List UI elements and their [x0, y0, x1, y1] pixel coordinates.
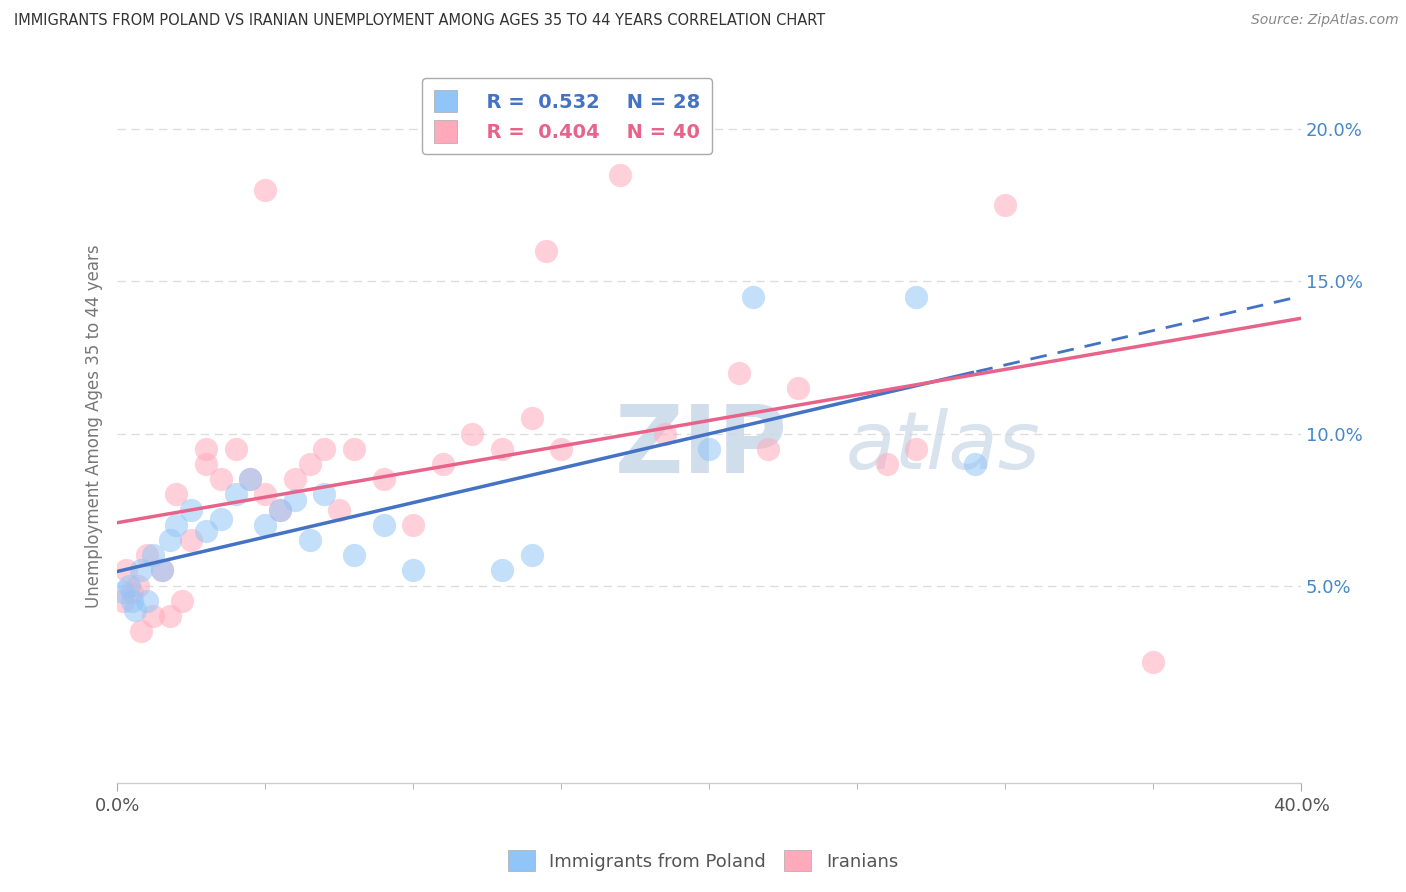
Text: ZIP: ZIP — [614, 401, 787, 493]
Y-axis label: Unemployment Among Ages 35 to 44 years: Unemployment Among Ages 35 to 44 years — [86, 244, 103, 607]
Point — [402, 563, 425, 577]
Point — [609, 168, 631, 182]
Point — [905, 442, 928, 456]
Point — [254, 183, 277, 197]
Point — [343, 442, 366, 456]
Point — [432, 457, 454, 471]
Point — [127, 579, 149, 593]
Point — [142, 609, 165, 624]
Point — [135, 594, 157, 608]
Point — [115, 563, 138, 577]
Point — [756, 442, 779, 456]
Point — [172, 594, 194, 608]
Legend:   R =  0.532    N = 28,   R =  0.404    N = 40: R = 0.532 N = 28, R = 0.404 N = 40 — [422, 78, 711, 154]
Point — [135, 548, 157, 562]
Point — [225, 442, 247, 456]
Point — [343, 548, 366, 562]
Point — [150, 563, 173, 577]
Point — [284, 472, 307, 486]
Point — [225, 487, 247, 501]
Point — [159, 533, 181, 547]
Point — [520, 411, 543, 425]
Point — [373, 517, 395, 532]
Point — [905, 290, 928, 304]
Point — [118, 579, 141, 593]
Point — [994, 198, 1017, 212]
Point — [209, 512, 232, 526]
Text: atlas: atlas — [845, 409, 1040, 486]
Point — [180, 533, 202, 547]
Point — [373, 472, 395, 486]
Point — [121, 594, 143, 608]
Legend: Immigrants from Poland, Iranians: Immigrants from Poland, Iranians — [501, 843, 905, 879]
Point — [1142, 655, 1164, 669]
Point — [461, 426, 484, 441]
Point — [142, 548, 165, 562]
Point — [165, 487, 187, 501]
Point — [284, 493, 307, 508]
Point — [159, 609, 181, 624]
Point — [328, 502, 350, 516]
Point — [239, 472, 262, 486]
Point — [121, 584, 143, 599]
Point — [112, 594, 135, 608]
Point — [180, 502, 202, 516]
Point — [742, 290, 765, 304]
Point — [491, 442, 513, 456]
Point — [150, 563, 173, 577]
Point — [112, 584, 135, 599]
Point — [727, 366, 749, 380]
Point — [536, 244, 558, 258]
Point — [129, 563, 152, 577]
Point — [402, 517, 425, 532]
Point — [298, 533, 321, 547]
Point — [965, 457, 987, 471]
Point — [194, 457, 217, 471]
Point — [254, 487, 277, 501]
Point — [129, 624, 152, 639]
Point — [194, 524, 217, 538]
Point — [165, 517, 187, 532]
Point — [269, 502, 291, 516]
Point — [876, 457, 898, 471]
Point — [269, 502, 291, 516]
Point — [298, 457, 321, 471]
Point — [550, 442, 572, 456]
Point — [491, 563, 513, 577]
Point — [786, 381, 808, 395]
Text: Source: ZipAtlas.com: Source: ZipAtlas.com — [1251, 13, 1399, 28]
Point — [239, 472, 262, 486]
Point — [314, 487, 336, 501]
Point — [124, 603, 146, 617]
Point — [194, 442, 217, 456]
Point — [254, 517, 277, 532]
Point — [520, 548, 543, 562]
Point — [209, 472, 232, 486]
Text: IMMIGRANTS FROM POLAND VS IRANIAN UNEMPLOYMENT AMONG AGES 35 TO 44 YEARS CORRELA: IMMIGRANTS FROM POLAND VS IRANIAN UNEMPL… — [14, 13, 825, 29]
Point — [654, 426, 676, 441]
Point — [314, 442, 336, 456]
Point — [697, 442, 720, 456]
